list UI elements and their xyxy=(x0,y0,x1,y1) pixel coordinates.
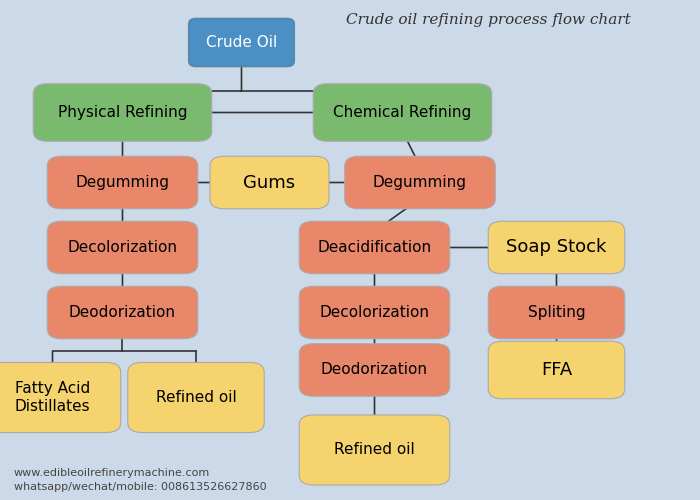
Text: Refined oil: Refined oil xyxy=(334,442,415,458)
FancyBboxPatch shape xyxy=(47,286,197,339)
FancyBboxPatch shape xyxy=(210,156,329,209)
Text: whatsapp/wechat/mobile: 008613526627860: whatsapp/wechat/mobile: 008613526627860 xyxy=(14,482,267,492)
FancyBboxPatch shape xyxy=(0,362,121,432)
FancyBboxPatch shape xyxy=(344,156,495,209)
Text: Spliting: Spliting xyxy=(528,305,585,320)
Text: Deodorization: Deodorization xyxy=(69,305,176,320)
Text: Deacidification: Deacidification xyxy=(317,240,432,255)
FancyBboxPatch shape xyxy=(47,156,197,209)
FancyBboxPatch shape xyxy=(33,84,211,141)
FancyBboxPatch shape xyxy=(489,286,624,339)
FancyBboxPatch shape xyxy=(47,221,197,274)
FancyBboxPatch shape xyxy=(300,415,449,485)
Text: Chemical Refining: Chemical Refining xyxy=(333,105,472,120)
Text: Fatty Acid
Distillates: Fatty Acid Distillates xyxy=(15,380,90,414)
Text: Crude oil refining process flow chart: Crude oil refining process flow chart xyxy=(346,13,631,27)
Text: www.edibleoilrefinerymachine.com: www.edibleoilrefinerymachine.com xyxy=(14,468,210,477)
Text: Deodorization: Deodorization xyxy=(321,362,428,378)
Text: Decolorization: Decolorization xyxy=(319,305,430,320)
FancyBboxPatch shape xyxy=(300,286,449,339)
FancyBboxPatch shape xyxy=(128,362,265,432)
FancyBboxPatch shape xyxy=(313,84,491,141)
Text: Refined oil: Refined oil xyxy=(155,390,237,405)
Text: Degumming: Degumming xyxy=(76,175,169,190)
Text: Gums: Gums xyxy=(244,174,295,192)
FancyBboxPatch shape xyxy=(300,221,449,274)
Text: Physical Refining: Physical Refining xyxy=(57,105,188,120)
FancyBboxPatch shape xyxy=(189,18,294,66)
Text: Degumming: Degumming xyxy=(373,175,467,190)
Text: FFA: FFA xyxy=(541,361,572,379)
Text: Soap Stock: Soap Stock xyxy=(506,238,607,256)
FancyBboxPatch shape xyxy=(300,344,449,396)
Text: Crude Oil: Crude Oil xyxy=(206,35,277,50)
FancyBboxPatch shape xyxy=(489,221,624,274)
FancyBboxPatch shape xyxy=(489,341,624,399)
Text: Decolorization: Decolorization xyxy=(67,240,178,255)
